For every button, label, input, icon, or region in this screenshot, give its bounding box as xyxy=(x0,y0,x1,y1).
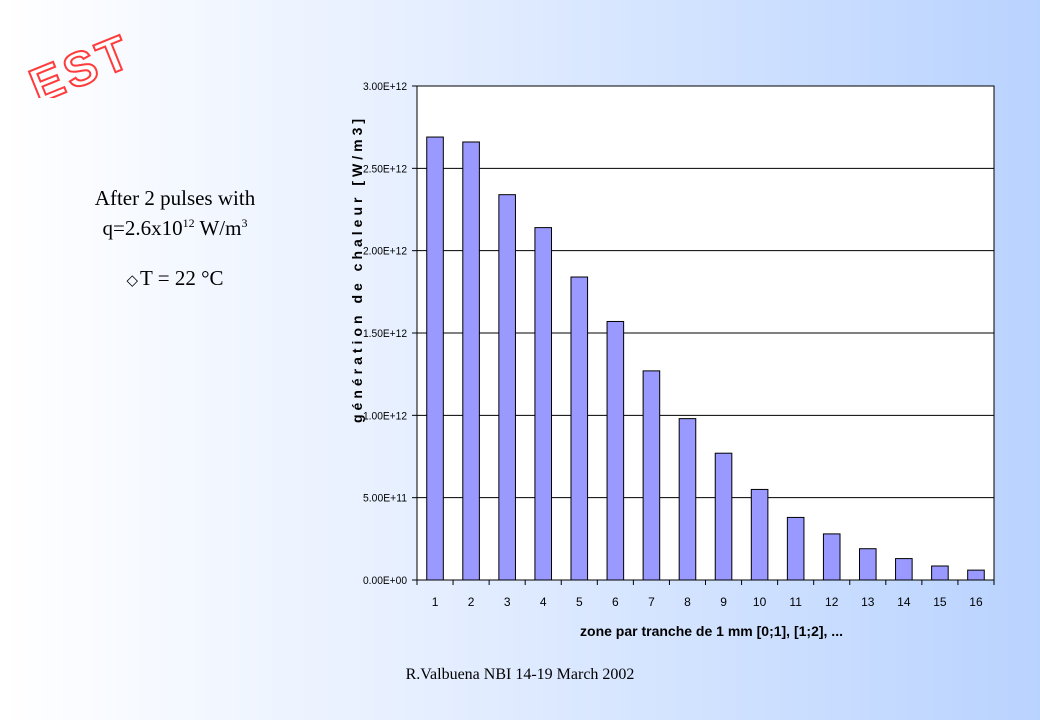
bar xyxy=(462,141,480,581)
est-logo: EST xyxy=(22,24,138,98)
bar xyxy=(606,320,625,581)
x-tick-label: 6 xyxy=(612,595,619,609)
annotation-line2: q=2.6x1012 W/m3 xyxy=(40,216,310,241)
bar xyxy=(931,565,949,581)
y-tick-label: 1.00E+12 xyxy=(363,410,407,422)
x-tick-label: 5 xyxy=(576,595,583,609)
x-tick-label: 3 xyxy=(504,595,511,609)
x-tick-label: 7 xyxy=(648,595,655,609)
bar xyxy=(570,276,589,581)
annotation-line1: After 2 pulses with xyxy=(94,186,256,210)
bar xyxy=(714,452,733,581)
y-tick-label: 3.00E+12 xyxy=(363,81,407,93)
bar xyxy=(750,488,769,581)
y-tick-label: 2.50E+12 xyxy=(363,163,407,175)
bar xyxy=(822,533,841,581)
x-tick-label: 15 xyxy=(933,595,947,609)
bar xyxy=(678,418,697,581)
x-tick-label: 10 xyxy=(753,595,767,609)
x-tick-label: 1 xyxy=(432,595,439,609)
bar xyxy=(967,569,985,581)
annotation-q-exponent: 12 xyxy=(182,216,195,230)
x-tick-label: 9 xyxy=(720,595,727,609)
x-tick-label: 2 xyxy=(468,595,475,609)
x-tick-label: 14 xyxy=(897,595,911,609)
x-axis-label: zone par tranche de 1 mm [0;1], [1;2], .… xyxy=(580,623,843,639)
x-tick-label: 8 xyxy=(684,595,691,609)
bar xyxy=(786,516,805,581)
delta-icon: ◇ xyxy=(126,271,139,289)
annotation-q-unit: W/m xyxy=(194,216,242,240)
x-tick-label: 13 xyxy=(861,595,875,609)
annotation-unit-exponent: 3 xyxy=(241,216,248,230)
y-axis-label: génération de chaleur [W/m3] xyxy=(349,115,365,423)
annotation-q-prefix: q=2.6x10 xyxy=(102,216,183,240)
bar xyxy=(426,136,444,581)
x-tick-label: 16 xyxy=(969,595,983,609)
y-tick-label: 0.00E+00 xyxy=(363,575,407,587)
bar xyxy=(642,370,661,581)
x-tick-label: 4 xyxy=(540,595,547,609)
bar xyxy=(534,227,553,581)
x-tick-label: 11 xyxy=(789,595,802,609)
bar xyxy=(895,558,913,581)
y-tick-label: 1.50E+12 xyxy=(363,328,407,340)
footer-credit: R.Valbuena NBI 14-19 March 2002 xyxy=(405,666,635,683)
annotation-delta-t: T = 22 °C xyxy=(140,266,224,290)
x-tick-label: 12 xyxy=(825,595,839,609)
annotation-line3: ◇T = 22 °C xyxy=(40,266,310,291)
y-tick-label: 2.00E+12 xyxy=(363,246,407,258)
y-tick-label: 5.00E+11 xyxy=(363,493,407,505)
bar xyxy=(498,194,516,581)
bar xyxy=(858,548,877,581)
